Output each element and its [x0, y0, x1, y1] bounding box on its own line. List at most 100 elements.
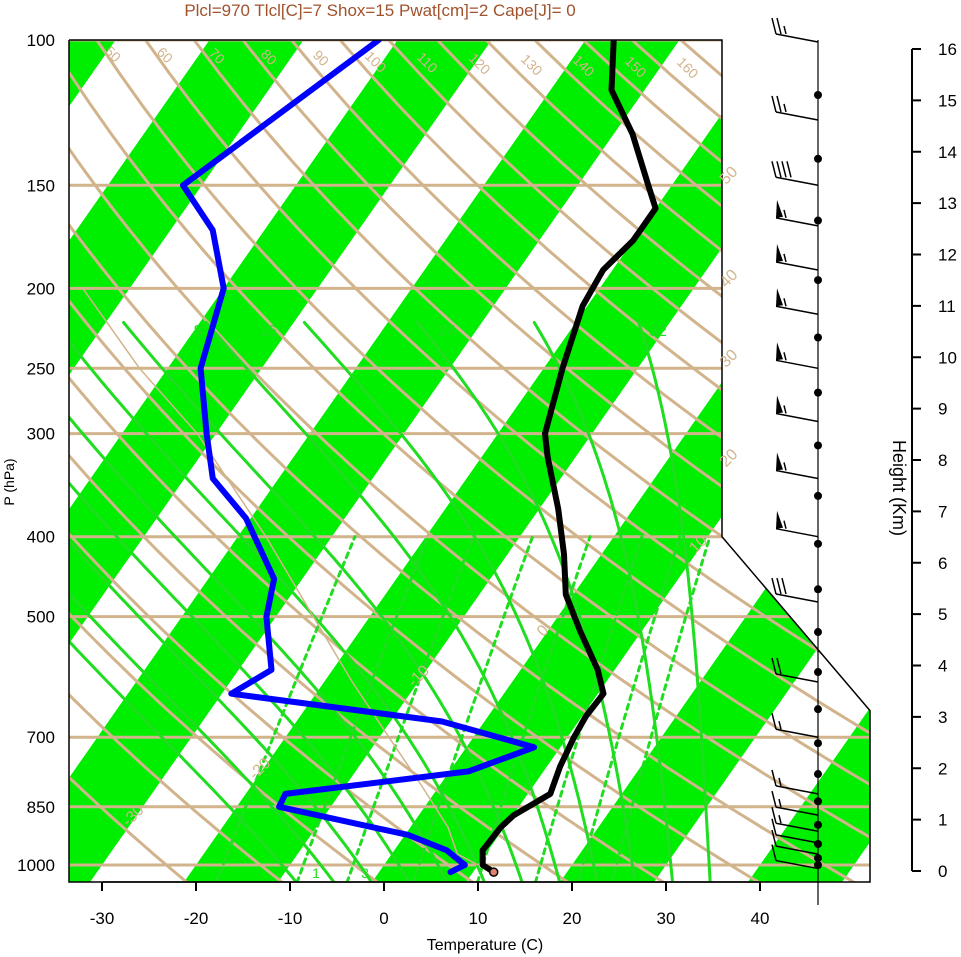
x-axis-title: Temperature (C): [427, 937, 543, 954]
wind-flag-full: [786, 161, 792, 178]
wind-flag-full: [776, 161, 782, 178]
mixing-ratio-line: [345, 535, 475, 882]
level-dot: [814, 840, 822, 849]
level-dot: [814, 705, 822, 714]
level-dot: [814, 91, 822, 99]
wind-flag-full: [776, 17, 782, 35]
moist-adiabat: [637, 321, 712, 882]
wind-flag-half: [783, 352, 787, 361]
height-tick-label: 11: [938, 297, 956, 316]
wind-flag-full: [771, 829, 777, 847]
temperature-trace: [479, 40, 659, 876]
height-tick-label: 15: [938, 91, 957, 110]
wind-barb: [775, 785, 819, 795]
height-tick-label: 3: [938, 708, 947, 727]
wind-barb: [775, 261, 819, 271]
wind-barb-column: [771, 17, 822, 905]
x-tick-label: 10: [469, 909, 488, 928]
wind-barb: [775, 845, 819, 855]
wind-flag-full: [771, 577, 777, 595]
height-axis-title: Height (Km): [889, 440, 909, 536]
plot-border: [68, 39, 871, 883]
height-tick-label: 4: [938, 657, 947, 676]
wind-pennant: [776, 342, 783, 361]
wind-barb: [775, 859, 819, 870]
mixing-ratio-line: [295, 535, 430, 882]
wind-barb: [775, 673, 819, 683]
level-dot: [814, 333, 822, 342]
y-tick-label: 200: [27, 279, 55, 298]
y-tick-label: 850: [27, 798, 55, 817]
level-dot: [814, 491, 822, 500]
level-dot: [814, 797, 822, 806]
wind-flag-full: [776, 95, 782, 113]
wind-barb: [775, 728, 819, 738]
level-dot: [814, 441, 822, 450]
level-dot: [814, 820, 822, 829]
level-dot: [814, 861, 822, 869]
mixing-ratio-line: [533, 535, 644, 882]
moist-adiabat: [69, 321, 487, 882]
wind-flag-half: [778, 777, 782, 787]
x-tick-label: -20: [184, 909, 209, 928]
level-dot: [814, 854, 822, 863]
level-dot: [814, 739, 822, 748]
isotherm-band: [69, 40, 693, 882]
sounding-layer: [180, 40, 659, 877]
wind-flag-half: [783, 103, 787, 113]
level-dot: [814, 216, 822, 225]
wind-pennant: [776, 243, 783, 262]
height-tick-label: 1: [938, 811, 947, 830]
wind-barb: [775, 412, 819, 423]
wind-flag-full: [776, 657, 782, 675]
wind-barb: [775, 527, 819, 538]
level-dot: [814, 388, 822, 397]
wind-barb: [775, 176, 819, 187]
wind-barb: [775, 822, 819, 832]
y-tick-label: 700: [27, 728, 55, 747]
y-tick-label: 1000: [17, 856, 55, 875]
dry-adiabat: [69, 40, 306, 882]
height-tick-label: 16: [938, 40, 957, 59]
wind-flag-full: [776, 577, 782, 595]
wind-pennant: [776, 395, 783, 414]
level-dot: [814, 276, 822, 285]
moist-adiabat: [302, 321, 599, 882]
level-dot: [814, 585, 822, 594]
wind-pennant: [776, 510, 783, 529]
wind-barb: [775, 806, 819, 816]
mixing-ratio-line: [576, 535, 682, 882]
moist-adiabat: [415, 321, 637, 882]
dry-adiabat: [192, 40, 870, 882]
wind-flag-full: [781, 577, 787, 595]
isotherm-band: [736, 40, 870, 882]
y-tick-label: 250: [27, 359, 55, 378]
wind-flag-full: [771, 17, 777, 35]
surface-marker: [488, 867, 499, 877]
height-tick-label: 10: [938, 348, 957, 367]
wind-barb: [775, 834, 819, 844]
moist-adiabat: [69, 321, 449, 882]
dry-adiabat: [69, 40, 870, 882]
wind-pennant: [776, 452, 783, 471]
axis-layer: Temperature (C) P (hPa) Height (Km) -30 -…: [1, 31, 957, 954]
wind-flag-half: [778, 721, 782, 730]
wind-flag-half: [783, 462, 787, 471]
wind-barb: [775, 305, 819, 315]
dewpoint-trace: [180, 40, 538, 876]
x-tick-label: 40: [751, 909, 770, 928]
wind-flag-half: [783, 298, 787, 307]
x-tick-label: 0: [379, 909, 388, 928]
height-tick-label: 7: [938, 502, 947, 521]
x-tick-label: 30: [657, 909, 676, 928]
mixing-ratio-label: 3: [361, 865, 369, 881]
dry-adiabat: [289, 40, 870, 882]
dry-adiabat: [69, 40, 403, 882]
wind-flag-half: [783, 520, 787, 529]
wind-flag-full: [771, 769, 777, 787]
mixing-ratio-line: [214, 535, 357, 882]
parcel-path: [81, 287, 479, 866]
wind-flag-full: [771, 713, 777, 730]
level-dot: [814, 539, 822, 548]
